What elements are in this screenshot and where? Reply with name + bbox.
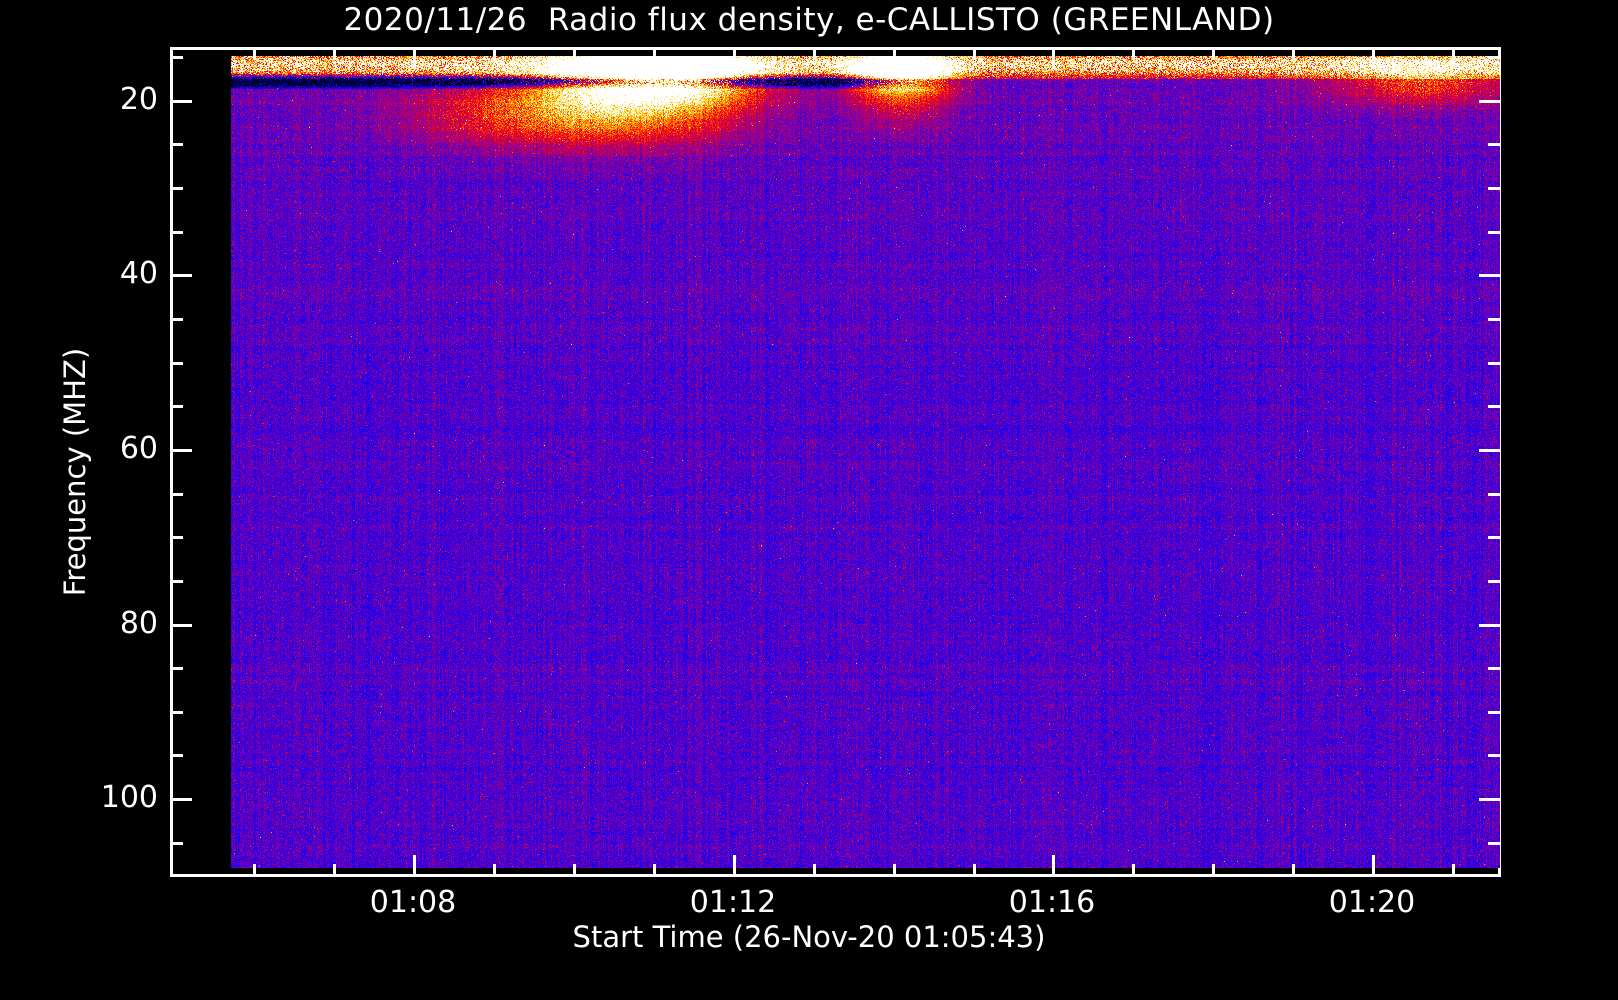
y-tick-minor-right bbox=[1488, 231, 1501, 234]
y-tick-major bbox=[170, 100, 192, 103]
x-tick-minor-top bbox=[973, 47, 976, 60]
y-tick-major-right bbox=[1479, 100, 1501, 103]
y-tick-minor bbox=[170, 143, 183, 146]
x-tick-minor-top bbox=[1132, 47, 1135, 60]
x-tick-minor-top bbox=[573, 47, 576, 60]
y-tick-label: 40 bbox=[119, 256, 158, 291]
y-axis-title: Frequency (MHZ) bbox=[58, 347, 92, 597]
y-tick-minor-right bbox=[1488, 405, 1501, 408]
x-tick-label: 01:16 bbox=[1008, 885, 1096, 920]
x-tick-minor-top bbox=[1292, 47, 1295, 60]
y-tick-label: 100 bbox=[100, 780, 158, 815]
x-axis-title: Start Time (26-Nov-20 01:05:43) bbox=[572, 920, 1046, 954]
y-tick-minor bbox=[170, 187, 183, 190]
y-tick-label: 20 bbox=[119, 82, 158, 117]
x-tick-major-top bbox=[1052, 47, 1055, 69]
y-tick-major bbox=[170, 274, 192, 277]
y-tick-minor-right bbox=[1488, 143, 1501, 146]
x-tick-minor bbox=[493, 864, 496, 877]
x-tick-label: 01:08 bbox=[369, 885, 457, 920]
spectrogram-canvas bbox=[231, 56, 1500, 868]
x-tick-major bbox=[733, 855, 736, 877]
x-tick-minor bbox=[1452, 864, 1455, 877]
x-tick-minor-top bbox=[653, 47, 656, 60]
y-tick-major bbox=[170, 449, 192, 452]
y-tick-minor-right bbox=[1488, 842, 1501, 845]
x-tick-major bbox=[1372, 855, 1375, 877]
x-tick-minor bbox=[1132, 864, 1135, 877]
y-tick-minor bbox=[170, 362, 183, 365]
y-tick-minor bbox=[170, 842, 183, 845]
x-tick-minor bbox=[1292, 864, 1295, 877]
x-tick-minor bbox=[653, 864, 656, 877]
x-tick-minor bbox=[253, 864, 256, 877]
y-tick-minor bbox=[170, 405, 183, 408]
y-tick-major bbox=[170, 624, 192, 627]
y-tick-minor bbox=[170, 754, 183, 757]
y-tick-minor bbox=[170, 231, 183, 234]
y-tick-minor-right bbox=[1488, 536, 1501, 539]
x-tick-label: 01:12 bbox=[689, 885, 777, 920]
x-tick-minor bbox=[333, 864, 336, 877]
y-tick-minor-right bbox=[1488, 362, 1501, 365]
x-tick-minor-top bbox=[253, 47, 256, 60]
y-tick-major bbox=[170, 798, 192, 801]
x-tick-minor-top bbox=[893, 47, 896, 60]
x-tick-major-top bbox=[413, 47, 416, 69]
y-tick-minor bbox=[170, 711, 183, 714]
y-tick-minor bbox=[170, 667, 183, 670]
x-tick-major-top bbox=[1372, 47, 1375, 69]
y-tick-label: 80 bbox=[119, 606, 158, 641]
y-tick-minor-right bbox=[1488, 580, 1501, 583]
spectrogram-image bbox=[231, 56, 1500, 868]
y-tick-major-right bbox=[1479, 274, 1501, 277]
y-tick-minor-right bbox=[1488, 318, 1501, 321]
x-tick-minor-top bbox=[493, 47, 496, 60]
page-title: 2020/11/26 Radio flux density, e-CALLIST… bbox=[343, 2, 1275, 38]
y-tick-minor bbox=[170, 318, 183, 321]
y-tick-minor-right bbox=[1488, 493, 1501, 496]
x-tick-minor bbox=[893, 864, 896, 877]
x-tick-major bbox=[1052, 855, 1055, 877]
y-tick-major-right bbox=[1479, 449, 1501, 452]
x-tick-minor bbox=[573, 864, 576, 877]
x-tick-minor-top bbox=[1452, 47, 1455, 60]
x-tick-minor bbox=[813, 864, 816, 877]
x-tick-minor bbox=[1212, 864, 1215, 877]
x-tick-major-top bbox=[733, 47, 736, 69]
x-tick-minor bbox=[973, 864, 976, 877]
y-tick-minor-right bbox=[1488, 711, 1501, 714]
y-tick-major-right bbox=[1479, 624, 1501, 627]
y-tick-minor-right bbox=[1488, 187, 1501, 190]
x-tick-minor-top bbox=[333, 47, 336, 60]
y-tick-minor bbox=[170, 56, 183, 59]
x-tick-major bbox=[413, 855, 416, 877]
y-tick-minor-right bbox=[1488, 667, 1501, 670]
y-tick-label: 60 bbox=[119, 431, 158, 466]
y-tick-minor-right bbox=[1488, 56, 1501, 59]
y-tick-minor bbox=[170, 493, 183, 496]
x-tick-label: 01:20 bbox=[1328, 885, 1416, 920]
y-tick-major-right bbox=[1479, 798, 1501, 801]
y-tick-minor bbox=[170, 580, 183, 583]
y-tick-minor bbox=[170, 536, 183, 539]
x-tick-minor-top bbox=[1212, 47, 1215, 60]
x-tick-minor-top bbox=[813, 47, 816, 60]
y-tick-minor-right bbox=[1488, 754, 1501, 757]
